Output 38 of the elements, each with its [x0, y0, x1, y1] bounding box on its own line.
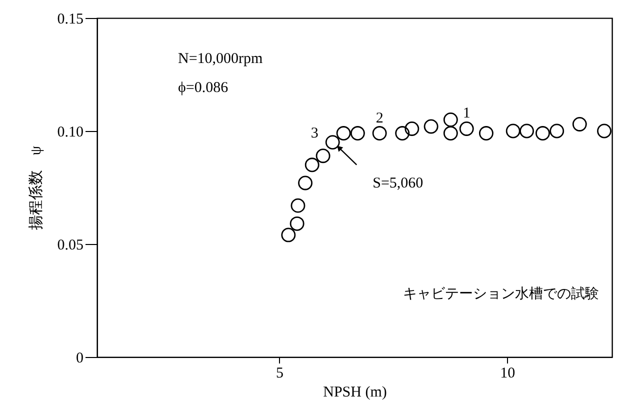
point	[506, 124, 520, 138]
point	[536, 126, 550, 140]
point	[316, 148, 330, 164]
point	[395, 126, 410, 140]
point	[443, 126, 458, 140]
point	[404, 122, 420, 136]
annotation: N=10,000rpm	[178, 51, 264, 67]
point	[336, 126, 351, 140]
point	[350, 126, 365, 140]
point	[478, 126, 494, 140]
annotation: S=5,060	[372, 175, 424, 192]
point	[290, 216, 304, 231]
point	[520, 124, 534, 138]
point	[443, 112, 458, 127]
annotation: ϕ=0.086	[178, 80, 229, 96]
y-tick-label: 0.15	[57, 12, 84, 28]
annotation: 2	[376, 110, 384, 126]
y-axis-title: 揚程係数 ψ	[27, 145, 44, 230]
point	[572, 117, 587, 132]
point	[459, 122, 474, 136]
y-tick-label: 0	[76, 350, 84, 366]
point	[290, 198, 306, 213]
y-tick-label: 0.05	[57, 238, 84, 254]
annotation: 1	[462, 106, 470, 122]
point	[298, 176, 312, 190]
point	[325, 135, 340, 150]
point	[424, 119, 438, 134]
point	[597, 124, 612, 138]
point	[550, 124, 564, 138]
x-axis-title: NPSH (m)	[323, 384, 387, 400]
point	[372, 126, 387, 140]
annotation: キャビテーション水槽での試験	[403, 286, 599, 302]
point	[304, 158, 320, 172]
x-tick-label: 5	[276, 366, 284, 382]
y-tick-label: 0.10	[57, 124, 84, 140]
point	[281, 228, 296, 242]
annotation: 3	[310, 125, 318, 142]
x-tick-label: 10	[500, 366, 516, 382]
